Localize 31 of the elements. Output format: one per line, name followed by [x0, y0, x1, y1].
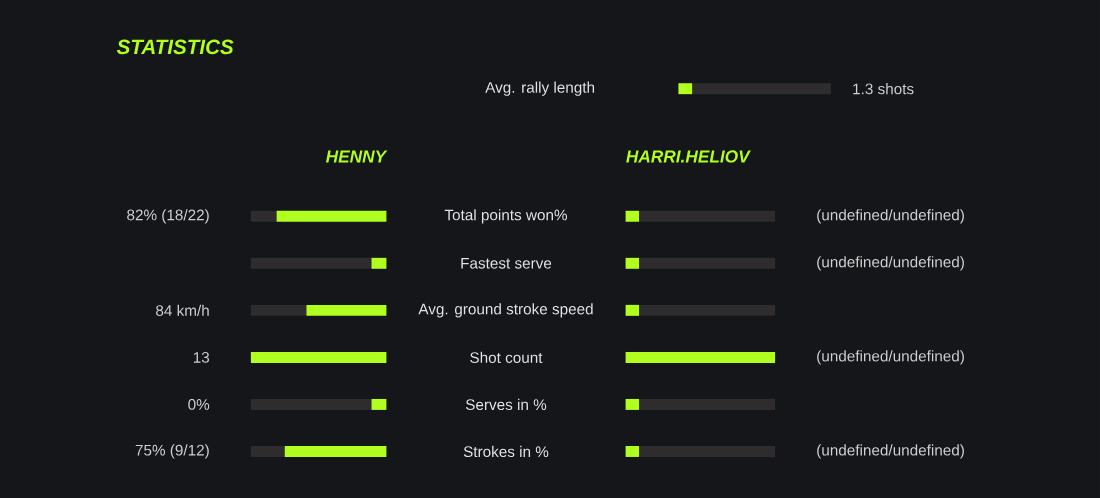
bar	[306, 304, 387, 316]
text: HARRI.HELIOV	[626, 150, 751, 163]
y-tick-label: Avg. ground stroke speed	[418, 303, 593, 318]
y-tick-label: Fastest serve	[461, 257, 552, 269]
y-tick-label: Avg. rally length	[485, 81, 595, 96]
bar	[284, 445, 387, 457]
text: 82% (18/22)	[127, 209, 209, 224]
text: 0%	[188, 398, 210, 410]
text: HENNY	[325, 150, 388, 163]
text: 13	[193, 351, 210, 363]
bar	[250, 351, 387, 363]
text: 1.3 shots	[853, 82, 914, 95]
y-tick-label: Strokes in %	[463, 445, 549, 457]
bar	[250, 398, 372, 410]
y-tick-label: Serves in %	[465, 398, 547, 410]
text: (undefined/undefined)	[817, 350, 964, 365]
y-tick-label: Total points won%	[444, 209, 568, 224]
bar	[250, 210, 277, 222]
bar	[250, 257, 372, 269]
bar	[250, 445, 285, 457]
y-tick-label: Shot count	[470, 351, 543, 363]
bar	[250, 304, 307, 316]
text: 75% (9/12)	[135, 444, 209, 459]
text: (undefined/undefined)	[817, 209, 964, 224]
bar	[371, 398, 387, 410]
bar	[371, 257, 387, 269]
bar	[276, 210, 387, 222]
text: (undefined/undefined)	[817, 444, 964, 459]
chart-title: STATISTICS	[116, 39, 234, 54]
text: (undefined/undefined)	[817, 256, 964, 271]
text: 84 km/h	[156, 304, 209, 316]
